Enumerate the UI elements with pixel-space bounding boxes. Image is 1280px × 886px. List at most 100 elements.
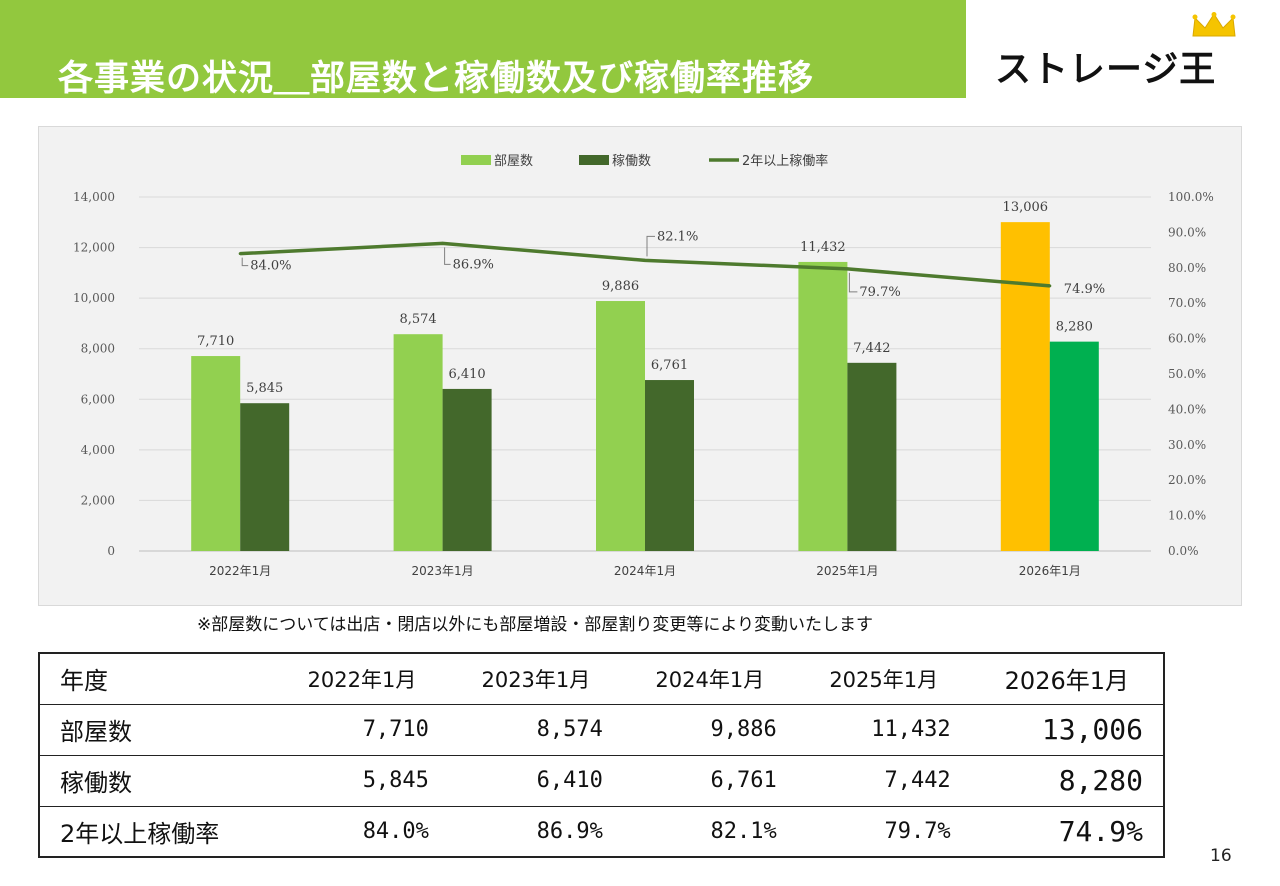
table-row: 部屋数 7,710 8,574 9,886 11,432 13,006 bbox=[38, 703, 1166, 756]
label-leader-line bbox=[241, 257, 249, 267]
chart-footnote: ※部屋数については出店・閉店以外にも部屋増設・部屋割り変更等により変動いたします bbox=[197, 615, 874, 635]
table-cell: 13,006 bbox=[970, 703, 1166, 756]
table-cell: 74.9% bbox=[970, 805, 1166, 858]
bar-data-label: 6,410 bbox=[448, 367, 485, 382]
table-header-cell: 2026年1月 bbox=[970, 652, 1166, 705]
occupancy-rate-line bbox=[240, 241, 1050, 288]
occupancy-rate-point bbox=[238, 252, 242, 256]
crown-icon bbox=[1192, 12, 1236, 37]
y-left-tick-label: 4,000 bbox=[81, 443, 115, 457]
line-data-label: 86.9% bbox=[453, 257, 494, 272]
bar-data-label: 9,886 bbox=[602, 279, 639, 294]
table-cell: 82.1% bbox=[622, 805, 797, 858]
table-cell: 84.0% bbox=[275, 805, 449, 858]
table-cell: 8,280 bbox=[970, 754, 1166, 807]
logo-text: ストレージ王 bbox=[995, 49, 1217, 90]
bar-occupied bbox=[1049, 341, 1099, 551]
x-tick-label: 2022年1月 bbox=[209, 564, 271, 578]
y-left-tick-label: 6,000 bbox=[81, 392, 115, 406]
y-left-tick-label: 12,000 bbox=[73, 241, 115, 255]
bar-data-label: 11,432 bbox=[800, 240, 846, 255]
logo: ストレージ王 bbox=[995, 12, 1245, 90]
bar-rooms bbox=[393, 334, 443, 551]
line-data-label: 82.1% bbox=[657, 229, 698, 244]
line-data-label: 84.0% bbox=[250, 259, 291, 274]
y-left-tick-label: 0 bbox=[107, 544, 115, 558]
table-cell: 6,761 bbox=[622, 754, 797, 807]
table-cell: 7,710 bbox=[275, 703, 449, 756]
occupancy-rate-point bbox=[1048, 284, 1052, 288]
y-right-tick-label: 60.0% bbox=[1168, 332, 1206, 346]
bar-rooms bbox=[191, 356, 241, 551]
table-row: 2年以上稼働率 84.0% 86.9% 82.1% 79.7% 74.9% bbox=[38, 805, 1166, 858]
legend-label: 稼働数 bbox=[612, 154, 651, 169]
table-cell: 7,442 bbox=[796, 754, 971, 807]
bar-rooms bbox=[1000, 222, 1050, 551]
bar-data-label: 13,006 bbox=[1003, 200, 1049, 215]
legend-swatch bbox=[579, 155, 609, 165]
y-right-tick-label: 70.0% bbox=[1168, 296, 1206, 310]
table-header-row: 年度 2022年1月 2023年1月 2024年1月 2025年1月 2026年… bbox=[38, 652, 1166, 705]
line-data-label: 79.7% bbox=[859, 285, 900, 300]
summary-table: 年度 2022年1月 2023年1月 2024年1月 2025年1月 2026年… bbox=[38, 652, 1166, 858]
label-leader-line bbox=[848, 272, 858, 293]
legend-label: 2年以上稼働率 bbox=[742, 153, 828, 169]
x-tick-label: 2026年1月 bbox=[1019, 564, 1081, 578]
y-right-tick-label: 40.0% bbox=[1168, 402, 1206, 416]
legend-swatch bbox=[461, 155, 491, 165]
y-left-tick-label: 14,000 bbox=[73, 190, 115, 204]
table-header-cell: 2022年1月 bbox=[275, 652, 449, 705]
x-tick-label: 2025年1月 bbox=[816, 564, 878, 578]
y-right-tick-label: 20.0% bbox=[1168, 473, 1206, 487]
table-cell: 6,410 bbox=[448, 754, 623, 807]
line-data-label: 74.9% bbox=[1064, 282, 1105, 297]
chart-panel: 0 2,000 4,000 6,000 8,000 10,000 12,000 14,000 0… bbox=[38, 126, 1242, 606]
bar-rooms bbox=[596, 301, 645, 551]
x-tick-label: 2024年1月 bbox=[614, 564, 676, 578]
occupancy-rate-point bbox=[441, 241, 445, 245]
combo-chart: 0 2,000 4,000 6,000 8,000 10,000 12,000 14,000 0… bbox=[73, 153, 1214, 578]
label-leader-line bbox=[646, 235, 655, 257]
bar-occupied bbox=[847, 362, 897, 551]
y-left-tick-label: 2,000 bbox=[81, 493, 115, 507]
table-row: 稼働数 5,845 6,410 6,761 7,442 8,280 bbox=[38, 754, 1166, 807]
y-left-tick-label: 10,000 bbox=[73, 291, 115, 305]
table-header-cell: 2023年1月 bbox=[448, 652, 623, 705]
bar-data-label: 7,710 bbox=[197, 334, 234, 349]
label-leader-line bbox=[444, 247, 451, 265]
title-band: 各事業の状況＿部屋数と稼働数及び稼働率推移 bbox=[0, 0, 966, 99]
legend-label: 部屋数 bbox=[494, 154, 533, 169]
table-header-cell: 2024年1月 bbox=[622, 652, 797, 705]
bar-occupied bbox=[240, 403, 290, 551]
table-cell: 8,574 bbox=[448, 703, 623, 756]
bar-data-label: 7,442 bbox=[853, 341, 890, 356]
table-cell: 86.9% bbox=[448, 805, 623, 858]
y-right-tick-label: 90.0% bbox=[1168, 225, 1206, 239]
bar-occupied bbox=[645, 380, 694, 551]
table-row-label: 稼働数 bbox=[38, 754, 275, 807]
table-cell: 9,886 bbox=[622, 703, 797, 756]
table-row-label: 部屋数 bbox=[38, 703, 275, 756]
y-right-tick-label: 100.0% bbox=[1168, 190, 1214, 204]
table-cell: 79.7% bbox=[796, 805, 971, 858]
occupancy-rate-point bbox=[643, 258, 647, 262]
page-title: 各事業の状況＿部屋数と稼働数及び稼働率推移 bbox=[58, 59, 815, 99]
y-right-tick-label: 80.0% bbox=[1168, 261, 1206, 275]
table-cell: 11,432 bbox=[796, 703, 971, 756]
table-header-cell: 年度 bbox=[38, 652, 275, 705]
y-right-tick-label: 50.0% bbox=[1168, 367, 1206, 381]
bar-occupied bbox=[442, 388, 492, 551]
bar-data-label: 8,574 bbox=[399, 312, 436, 327]
table-row-label: 2年以上稼働率 bbox=[38, 805, 275, 858]
bar-data-label: 5,845 bbox=[246, 381, 283, 396]
y-left-tick-label: 8,000 bbox=[81, 342, 115, 356]
x-tick-label: 2023年1月 bbox=[412, 564, 474, 578]
table-cell: 5,845 bbox=[275, 754, 449, 807]
page-number: 16 bbox=[1210, 846, 1232, 866]
occupancy-rate-point bbox=[845, 267, 849, 271]
y-right-tick-label: 30.0% bbox=[1168, 438, 1206, 452]
bar-data-label: 6,761 bbox=[651, 358, 688, 373]
y-right-tick-label: 10.0% bbox=[1168, 509, 1206, 523]
bar-data-label: 8,280 bbox=[1056, 320, 1093, 335]
bar-rooms bbox=[798, 261, 848, 551]
